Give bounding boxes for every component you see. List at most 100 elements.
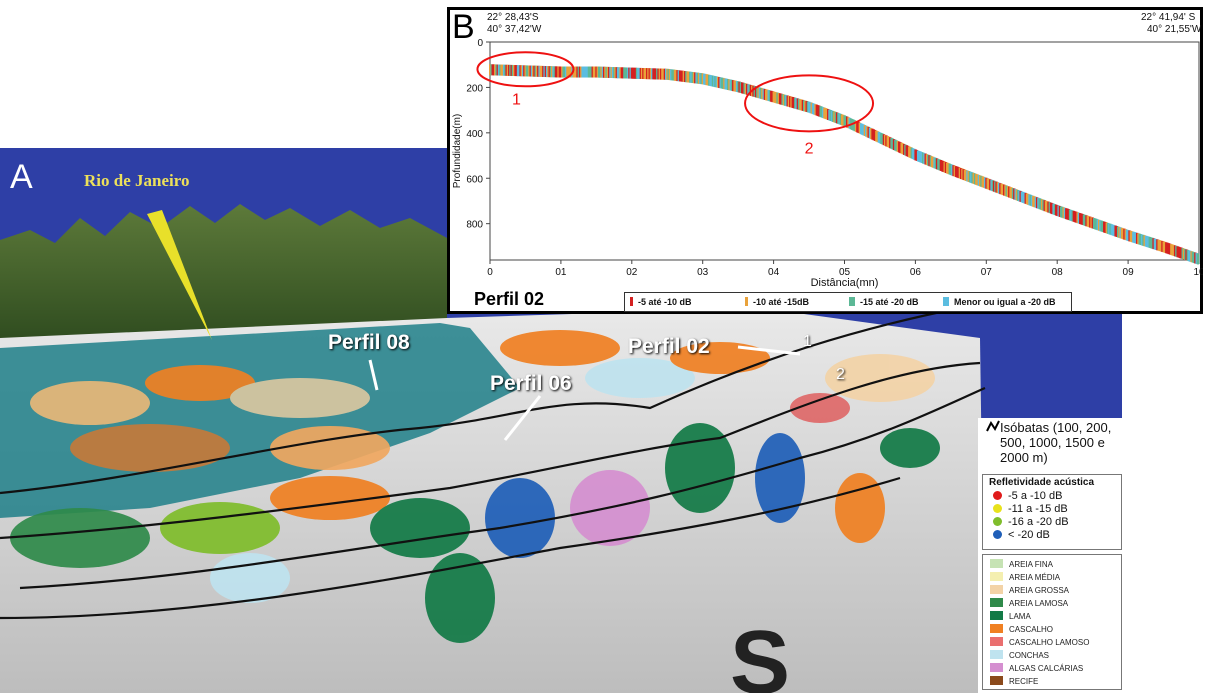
city-pointer	[147, 210, 212, 340]
profile-point	[699, 73, 702, 85]
sediment-legend	[982, 554, 1122, 690]
profile-point	[1085, 215, 1088, 227]
chart-legend-item: -5 até -10 dB	[630, 297, 692, 307]
y-tick-label: 800	[466, 220, 483, 231]
profile-point	[694, 72, 697, 84]
profile-point	[735, 80, 739, 92]
profile-point	[825, 108, 829, 120]
profile-point	[675, 69, 678, 81]
profile-point	[953, 165, 957, 177]
profile-point	[1016, 189, 1020, 201]
profile-point	[620, 67, 624, 79]
profile-point	[700, 73, 703, 85]
profile-point	[948, 163, 951, 175]
profile-point	[772, 91, 775, 103]
profile-point	[933, 157, 936, 169]
profile-point	[963, 169, 967, 181]
sediment-item: AREIA MÉDIA	[990, 572, 1060, 582]
profile-point	[701, 73, 705, 85]
profile-point	[621, 67, 625, 79]
profile-point	[566, 66, 569, 78]
profile-point	[568, 66, 572, 78]
profile-point	[625, 67, 629, 79]
plot-area: 0 200 400 600 800 0 01 02 03 04 05 06 07 08 09 10 Distân…	[452, 38, 1203, 289]
profile-point	[542, 65, 545, 77]
profile-point	[818, 105, 821, 117]
profile-point	[743, 83, 746, 95]
profile-point	[946, 162, 949, 174]
profile-point	[563, 66, 567, 78]
profile-point	[552, 66, 555, 78]
profile-point	[1067, 209, 1070, 221]
profile-point	[783, 94, 787, 106]
sediment-item: CONCHAS	[990, 650, 1049, 660]
profile-point	[942, 161, 945, 173]
isobath-lines	[0, 306, 986, 620]
profile-point	[608, 66, 611, 78]
profile-point	[1119, 227, 1122, 239]
profile-point	[1179, 247, 1182, 259]
profile-point	[509, 64, 512, 76]
profile-point	[539, 65, 543, 77]
profile-point	[1104, 221, 1107, 233]
profile-point	[778, 93, 782, 105]
profile-point	[734, 80, 738, 92]
profile-point	[890, 137, 893, 149]
profile-lines	[368, 345, 801, 441]
profile-point	[649, 68, 653, 80]
profile-point	[729, 79, 732, 91]
profile-point	[720, 77, 724, 89]
profile-point	[1010, 187, 1014, 199]
profile-point	[500, 64, 503, 76]
profile-point	[518, 65, 521, 77]
profile-point	[724, 78, 727, 90]
profile-point	[1097, 219, 1101, 231]
profile-point	[606, 66, 610, 78]
profile-point	[775, 92, 778, 104]
swatch-icon	[990, 676, 1003, 685]
profile-point	[921, 152, 925, 164]
isobath-legend: Isóbatas (100, 200, 500, 1000, 1500 e 20…	[986, 420, 1116, 465]
profile-point	[802, 100, 806, 112]
profile-point	[967, 170, 970, 182]
profile-point	[1125, 229, 1129, 241]
profile-point	[1048, 202, 1052, 214]
profile-point	[640, 67, 644, 79]
sediment-item: CASCALHO	[990, 624, 1053, 634]
profile-point	[737, 81, 740, 93]
profile-point	[611, 67, 615, 79]
sediment-item: AREIA FINA	[990, 559, 1053, 569]
profile-point	[985, 177, 988, 189]
reflectivity-item: -16 a -20 dB	[993, 517, 1069, 528]
profile-point	[859, 123, 863, 135]
profile-point	[992, 180, 996, 192]
coord-end-lat: 22° 41,94' S	[1141, 12, 1196, 23]
profile-point	[633, 67, 636, 79]
profile-point	[762, 88, 765, 100]
profile-point	[742, 82, 745, 94]
profile-point	[1185, 249, 1188, 261]
profile-point	[711, 75, 715, 87]
profile-point	[1184, 248, 1187, 260]
y-axis-label: Profundidade(m)	[452, 114, 463, 188]
profile-point	[648, 68, 651, 80]
profile-point	[940, 160, 944, 172]
profile-point	[1118, 226, 1121, 238]
region-label: 2	[805, 140, 814, 157]
profile-point	[1041, 199, 1044, 211]
profile-point	[833, 111, 836, 123]
profile-point	[683, 71, 687, 83]
profile-point	[1075, 211, 1078, 223]
profile-point	[1186, 249, 1190, 261]
profile-point	[862, 124, 865, 136]
profile-point	[913, 148, 916, 160]
profile-point	[1144, 235, 1148, 247]
profile-point	[716, 76, 720, 88]
profile-point	[586, 66, 589, 78]
profile-point	[813, 103, 816, 115]
profile-point	[523, 65, 526, 77]
profile-point	[757, 87, 760, 99]
isobath-icon	[986, 420, 1000, 432]
profile-point	[824, 108, 827, 120]
profile-point	[886, 136, 889, 148]
